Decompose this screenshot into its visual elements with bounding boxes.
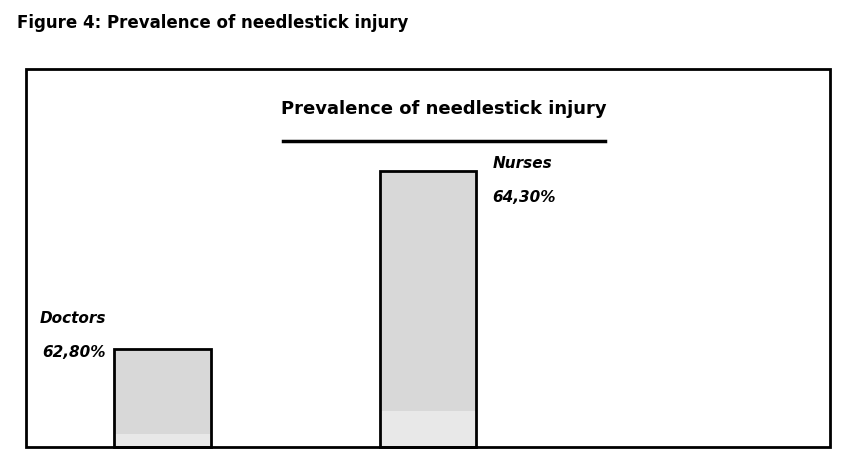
- FancyBboxPatch shape: [380, 411, 476, 447]
- Text: 64,30%: 64,30%: [492, 190, 556, 205]
- FancyBboxPatch shape: [114, 434, 211, 447]
- Text: Doctors: Doctors: [39, 311, 106, 326]
- FancyBboxPatch shape: [114, 349, 211, 434]
- Text: Nurses: Nurses: [492, 156, 552, 171]
- Text: Prevalence of needlestick injury: Prevalence of needlestick injury: [282, 100, 607, 118]
- Text: 62,80%: 62,80%: [43, 345, 106, 360]
- Text: Figure 4: Prevalence of needlestick injury: Figure 4: Prevalence of needlestick inju…: [17, 14, 408, 32]
- FancyBboxPatch shape: [380, 171, 476, 411]
